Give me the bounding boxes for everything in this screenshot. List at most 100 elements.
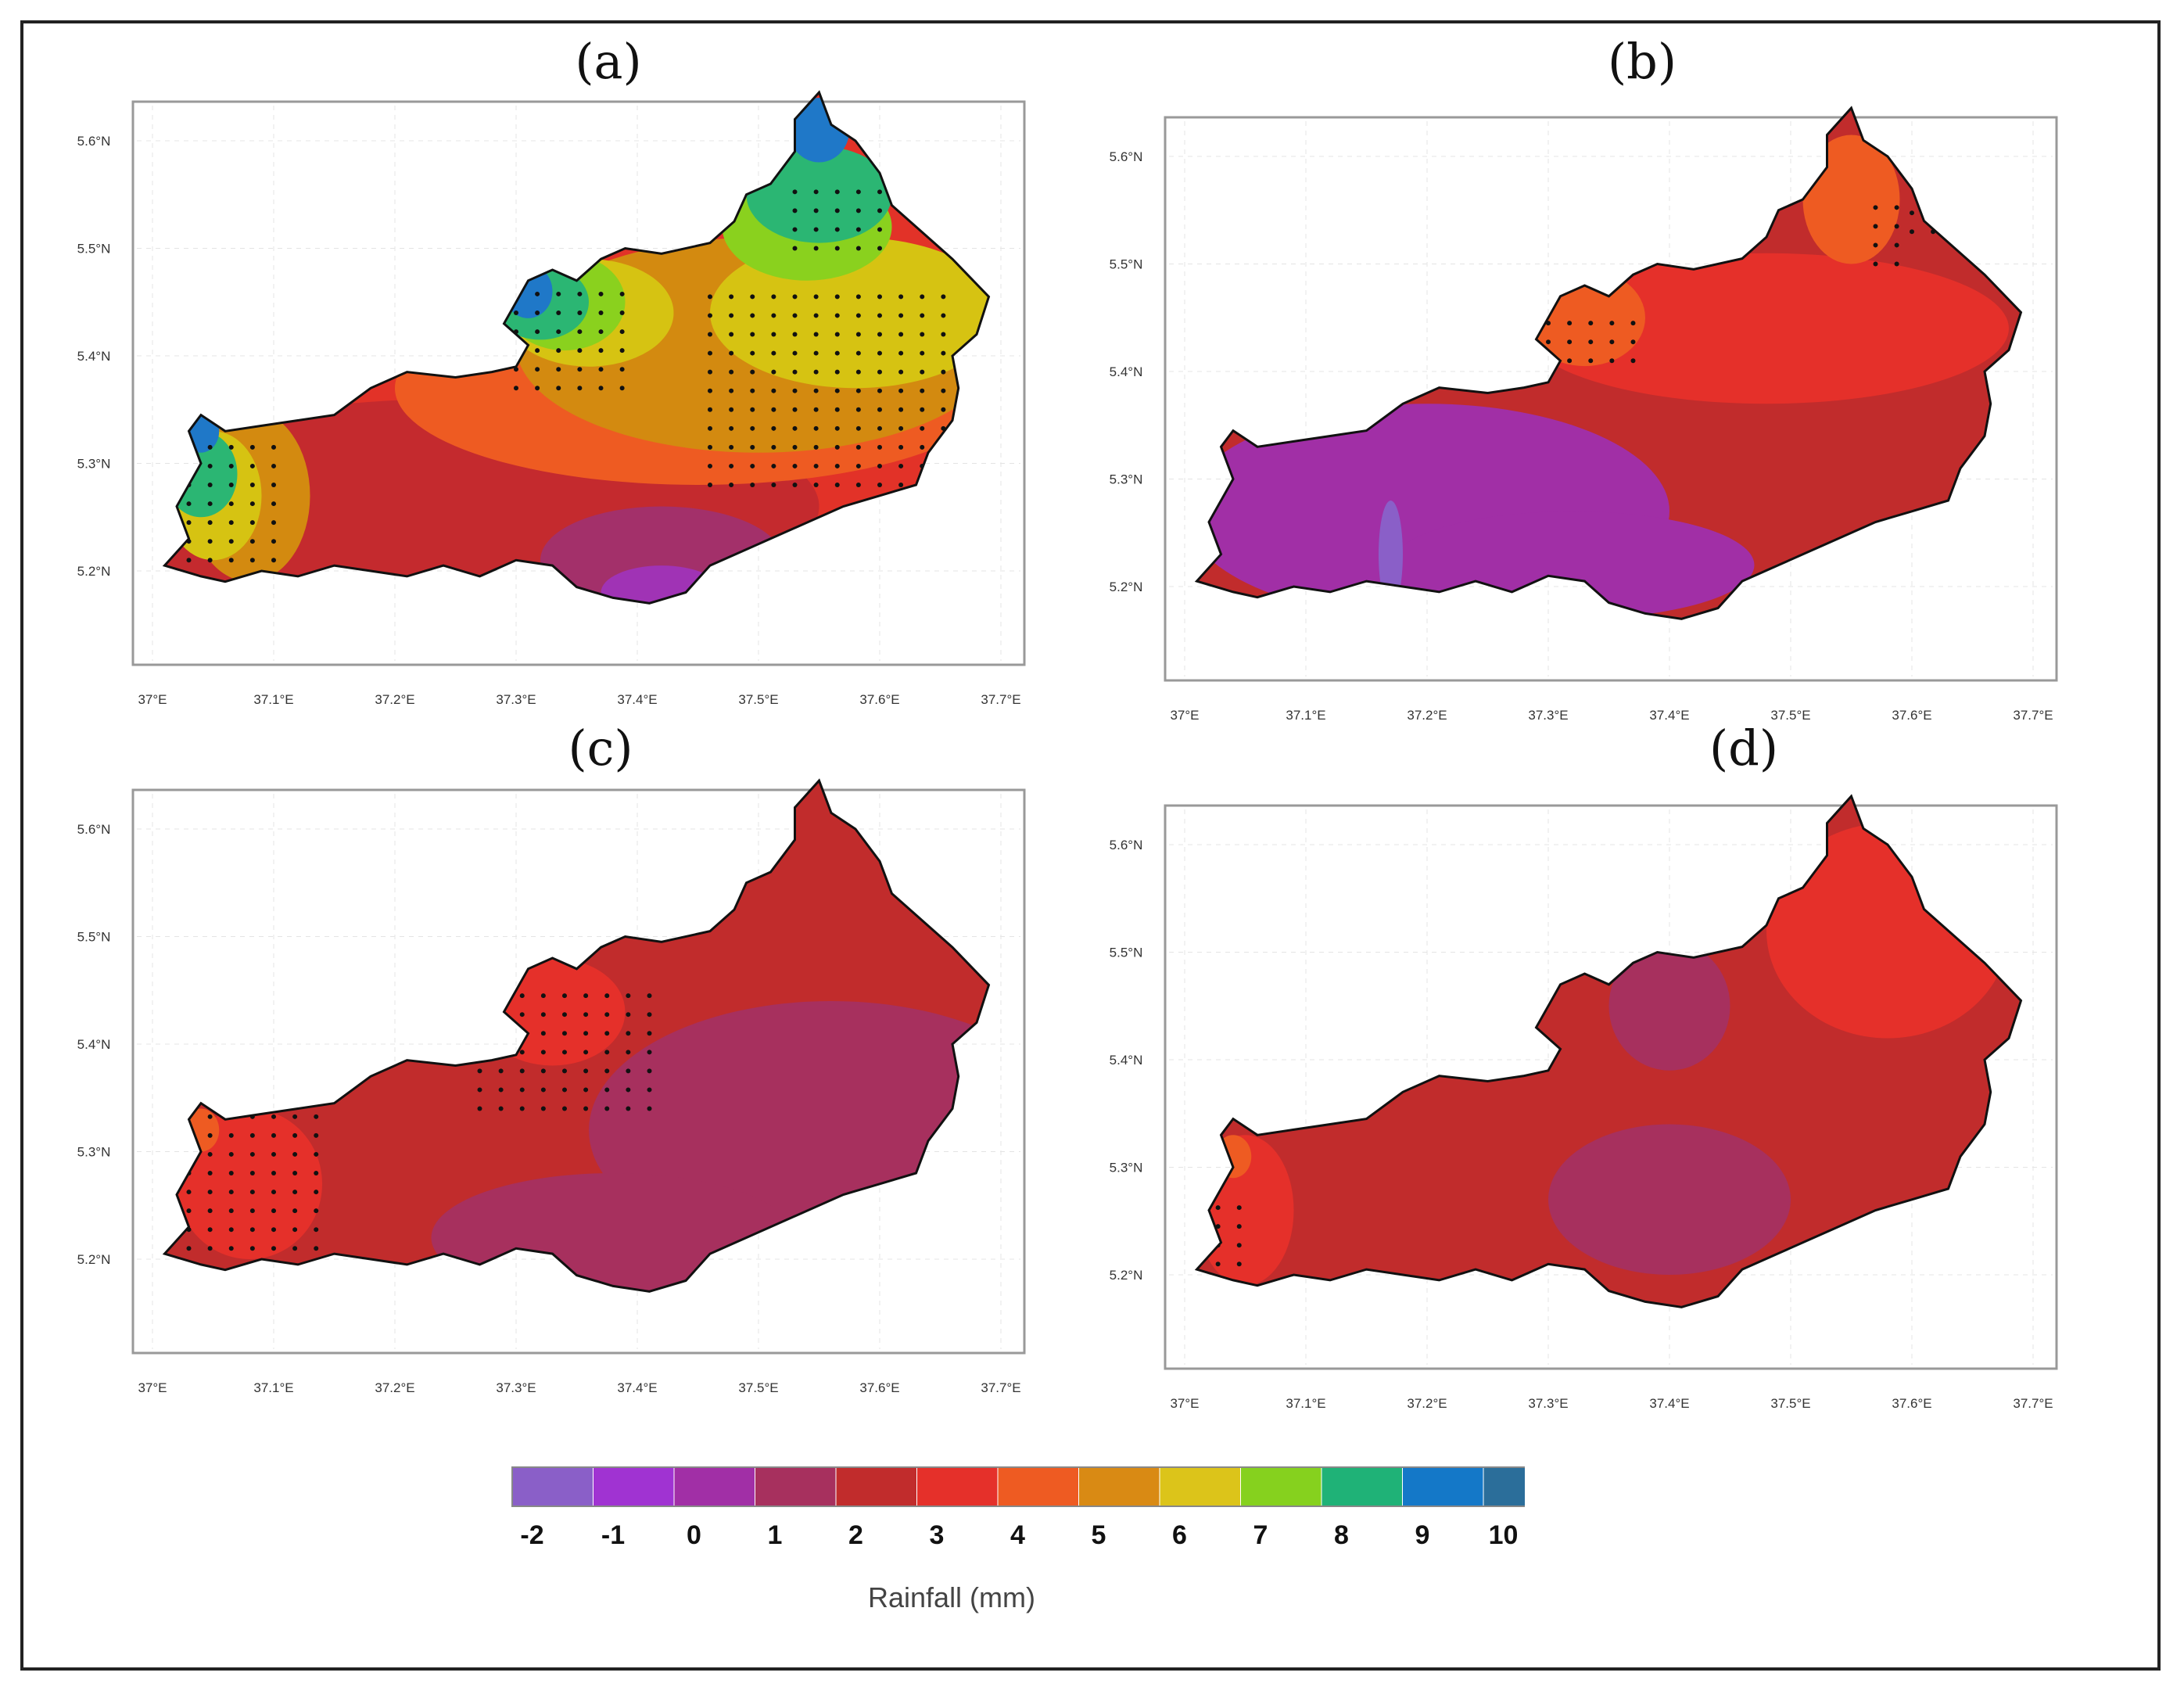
significance-dot	[771, 313, 776, 318]
significance-dot	[708, 407, 712, 412]
significance-dot	[834, 444, 840, 450]
y-tick-label: 5.6°N	[1110, 838, 1143, 852]
x-tick-label: 37°E	[138, 1380, 167, 1395]
significance-dot	[708, 425, 712, 431]
significance-dot	[750, 369, 755, 375]
significance-dot	[855, 369, 861, 375]
significance-dot	[249, 1227, 255, 1233]
y-tick-label: 5.4°N	[1110, 364, 1143, 379]
colorbar-label: Rainfall (mm)	[868, 1581, 1036, 1613]
y-tick-label: 5.2°N	[77, 1252, 111, 1267]
significance-dot	[729, 388, 734, 393]
colorbar-swatch	[916, 1466, 999, 1507]
colorbar-swatch	[835, 1466, 917, 1507]
significance-dot	[1588, 321, 1594, 326]
colorbar-tick: 10	[1488, 1520, 1519, 1550]
significance-dot	[920, 294, 925, 300]
colorbar	[508, 1461, 1565, 1617]
significance-dot	[207, 558, 213, 563]
significance-dot	[855, 444, 861, 450]
significance-dot	[498, 1087, 504, 1093]
significance-dot	[877, 463, 882, 468]
significance-dot	[771, 407, 776, 412]
significance-dot	[729, 444, 734, 450]
significance-dot	[619, 329, 625, 335]
significance-dot	[1609, 321, 1615, 326]
significance-dot	[535, 367, 540, 372]
significance-dot	[556, 310, 561, 315]
significance-dot	[314, 1171, 319, 1175]
significance-dot	[292, 1114, 298, 1119]
significance-dot	[314, 1132, 319, 1138]
x-tick-label: 37.2°E	[375, 692, 414, 707]
significance-dot	[228, 1132, 234, 1138]
x-tick-label: 37.5°E	[738, 692, 778, 707]
significance-dot	[207, 1114, 213, 1119]
significance-dot	[271, 1246, 276, 1251]
colorbar-tick: -1	[601, 1520, 626, 1550]
significance-dot	[249, 539, 255, 544]
significance-dot	[228, 1151, 234, 1157]
significance-dot	[708, 463, 712, 468]
significance-dot	[771, 350, 776, 356]
significance-dot	[877, 369, 882, 375]
significance-dot	[647, 993, 652, 999]
significance-dot	[583, 1031, 589, 1036]
significance-dot	[626, 1087, 631, 1093]
significance-dot	[562, 1068, 567, 1074]
significance-dot	[834, 294, 840, 300]
significance-dot	[750, 407, 755, 412]
significance-dot	[535, 291, 540, 296]
significance-dot	[271, 463, 276, 468]
x-tick-label: 37.1°E	[1286, 1396, 1325, 1411]
significance-dot	[813, 350, 819, 356]
significance-dot	[855, 294, 861, 300]
significance-dot	[729, 407, 734, 412]
significance-dot	[556, 367, 561, 372]
significance-dot	[207, 539, 213, 544]
y-tick-label: 5.4°N	[77, 1037, 111, 1052]
significance-dot	[577, 329, 583, 335]
significance-dot	[271, 1132, 276, 1138]
significance-dot	[207, 483, 213, 487]
significance-dot	[898, 332, 904, 337]
significance-dot	[729, 313, 734, 318]
significance-dot	[1588, 358, 1594, 364]
y-tick-label: 5.3°N	[1110, 1161, 1143, 1175]
significance-dot	[1215, 1205, 1221, 1211]
x-tick-label: 37.4°E	[1649, 708, 1689, 723]
panel-c-title: (c)	[568, 720, 633, 777]
basin-boundary	[162, 90, 991, 605]
x-tick-label: 37.6°E	[859, 692, 899, 707]
significance-dot	[920, 313, 925, 318]
significance-dot	[1894, 224, 1899, 229]
significance-dot	[792, 425, 798, 431]
significance-dot	[877, 227, 882, 232]
significance-dot	[314, 1208, 319, 1214]
significance-dot	[249, 501, 255, 507]
x-tick-label: 37.7°E	[2013, 1396, 2053, 1411]
panel-a-title: (a)	[575, 33, 642, 90]
significance-dot	[186, 1208, 192, 1214]
significance-dot	[186, 558, 192, 563]
significance-dot	[535, 310, 540, 315]
significance-dot	[314, 1227, 319, 1233]
significance-dot	[877, 388, 882, 393]
colorbar-swatch	[1321, 1466, 1403, 1507]
y-tick-label: 5.4°N	[1110, 1053, 1143, 1068]
significance-dot	[604, 1106, 610, 1111]
significance-dot	[792, 350, 798, 356]
significance-dot	[228, 1190, 234, 1195]
significance-dot	[898, 350, 904, 356]
significance-dot	[207, 501, 213, 507]
significance-dot	[792, 294, 798, 300]
significance-dot	[556, 348, 561, 354]
colorbar-swatch	[1078, 1466, 1160, 1507]
colorbar-tick: -2	[520, 1520, 544, 1550]
significance-dot	[619, 367, 625, 372]
significance-dot	[855, 463, 861, 468]
x-tick-label: 37.2°E	[375, 1380, 414, 1395]
significance-dot	[583, 1068, 589, 1074]
significance-dot	[249, 558, 255, 563]
significance-dot	[813, 189, 819, 195]
